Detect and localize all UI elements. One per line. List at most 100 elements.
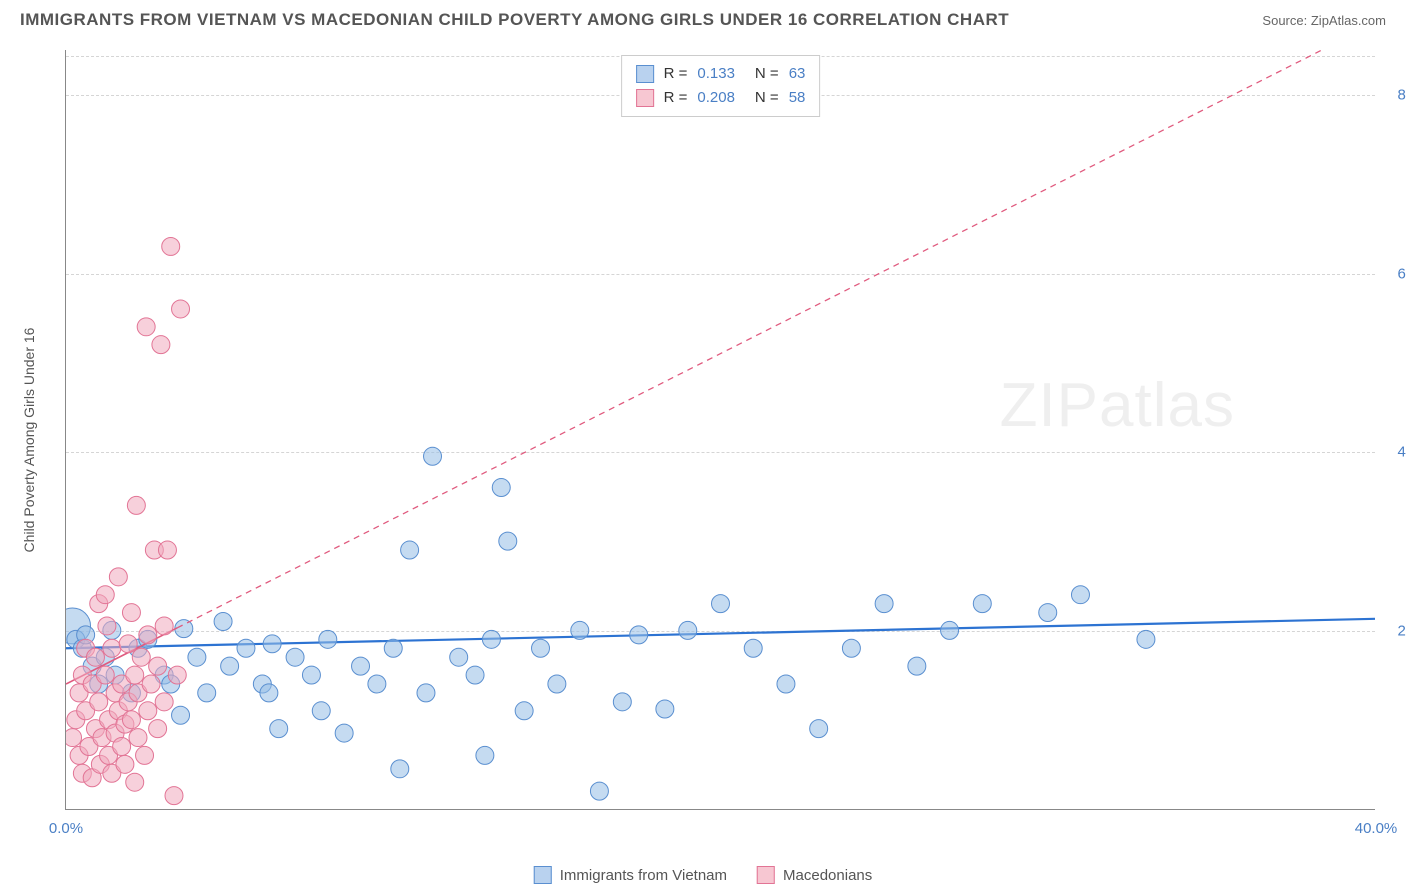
- data-point-vietnam: [476, 746, 494, 764]
- plot-region: ZIPatlas R =0.133N =63R =0.208N =58 0.0%…: [65, 50, 1375, 810]
- data-point-macedonians: [155, 617, 173, 635]
- data-point-vietnam: [712, 595, 730, 613]
- data-point-vietnam: [263, 635, 281, 653]
- data-point-macedonians: [162, 237, 180, 255]
- ytick-label: 60.0%: [1397, 265, 1406, 282]
- ytick-label: 80.0%: [1397, 86, 1406, 103]
- data-point-macedonians: [127, 496, 145, 514]
- data-point-vietnam: [777, 675, 795, 693]
- data-point-macedonians: [172, 300, 190, 318]
- data-point-vietnam: [842, 639, 860, 657]
- data-point-macedonians: [96, 586, 114, 604]
- data-point-macedonians: [139, 702, 157, 720]
- data-point-macedonians: [86, 648, 104, 666]
- scatter-plot-svg: [66, 50, 1375, 809]
- data-point-vietnam: [482, 630, 500, 648]
- xtick-label: 0.0%: [49, 820, 83, 837]
- data-point-vietnam: [590, 782, 608, 800]
- xtick-label: 40.0%: [1355, 820, 1398, 837]
- data-point-vietnam: [613, 693, 631, 711]
- data-point-macedonians: [119, 635, 137, 653]
- data-point-macedonians: [109, 568, 127, 586]
- data-point-macedonians: [152, 336, 170, 354]
- data-point-macedonians: [129, 729, 147, 747]
- data-point-vietnam: [492, 479, 510, 497]
- data-point-vietnam: [532, 639, 550, 657]
- legend-swatch: [636, 89, 654, 107]
- data-point-vietnam: [744, 639, 762, 657]
- trendline-macedonians-projection: [177, 50, 1375, 628]
- data-point-macedonians: [137, 318, 155, 336]
- legend-swatch: [534, 866, 552, 884]
- data-point-macedonians: [149, 720, 167, 738]
- data-point-vietnam: [450, 648, 468, 666]
- data-point-macedonians: [98, 617, 116, 635]
- data-point-vietnam: [1137, 630, 1155, 648]
- legend-swatch: [757, 866, 775, 884]
- legend-series: Immigrants from Vietnam Macedonians: [534, 866, 873, 884]
- data-point-macedonians: [96, 666, 114, 684]
- data-point-vietnam: [401, 541, 419, 559]
- trendline-vietnam: [66, 619, 1375, 648]
- legend-series-item: Macedonians: [757, 866, 872, 884]
- data-point-vietnam: [335, 724, 353, 742]
- legend-r-label: R =: [664, 86, 688, 110]
- data-point-vietnam: [319, 630, 337, 648]
- legend-n-value: 58: [789, 86, 806, 110]
- legend-swatch: [636, 65, 654, 83]
- legend-r-value: 0.208: [697, 86, 735, 110]
- data-point-macedonians: [139, 626, 157, 644]
- data-point-vietnam: [312, 702, 330, 720]
- data-point-macedonians: [136, 746, 154, 764]
- legend-series-label: Macedonians: [783, 867, 872, 884]
- data-point-vietnam: [391, 760, 409, 778]
- legend-n-label: N =: [755, 86, 779, 110]
- data-point-vietnam: [302, 666, 320, 684]
- data-point-vietnam: [875, 595, 893, 613]
- data-point-vietnam: [810, 720, 828, 738]
- chart-title: IMMIGRANTS FROM VIETNAM VS MACEDONIAN CH…: [20, 10, 1009, 30]
- data-point-macedonians: [122, 711, 140, 729]
- data-point-macedonians: [132, 648, 150, 666]
- data-point-vietnam: [352, 657, 370, 675]
- data-point-vietnam: [1039, 604, 1057, 622]
- data-point-vietnam: [571, 621, 589, 639]
- ytick-label: 40.0%: [1397, 444, 1406, 461]
- data-point-macedonians: [165, 787, 183, 805]
- data-point-vietnam: [237, 639, 255, 657]
- data-point-vietnam: [417, 684, 435, 702]
- data-point-vietnam: [908, 657, 926, 675]
- legend-r-label: R =: [664, 62, 688, 86]
- data-point-vietnam: [172, 706, 190, 724]
- source-name: ZipAtlas.com: [1311, 13, 1386, 28]
- data-point-vietnam: [656, 700, 674, 718]
- legend-n-value: 63: [789, 62, 806, 86]
- data-point-vietnam: [260, 684, 278, 702]
- data-point-macedonians: [66, 729, 82, 747]
- ytick-label: 20.0%: [1397, 623, 1406, 640]
- data-point-vietnam: [368, 675, 386, 693]
- data-point-macedonians: [158, 541, 176, 559]
- data-point-vietnam: [679, 621, 697, 639]
- data-point-macedonians: [103, 639, 121, 657]
- data-point-vietnam: [499, 532, 517, 550]
- legend-row: R = 0.208 N = 58: [636, 86, 806, 110]
- data-point-vietnam: [424, 447, 442, 465]
- data-point-vietnam: [270, 720, 288, 738]
- legend-series-label: Immigrants from Vietnam: [560, 867, 727, 884]
- data-point-macedonians: [155, 693, 173, 711]
- data-point-macedonians: [149, 657, 167, 675]
- data-point-vietnam: [198, 684, 216, 702]
- data-point-macedonians: [126, 666, 144, 684]
- data-point-vietnam: [221, 657, 239, 675]
- data-point-vietnam: [175, 620, 193, 638]
- data-point-macedonians: [142, 675, 160, 693]
- data-point-macedonians: [122, 604, 140, 622]
- data-point-vietnam: [286, 648, 304, 666]
- data-point-vietnam: [214, 612, 232, 630]
- data-point-vietnam: [941, 621, 959, 639]
- data-point-macedonians: [168, 666, 186, 684]
- legend-row: R =0.133N =63: [636, 62, 806, 86]
- data-point-vietnam: [466, 666, 484, 684]
- data-point-macedonians: [90, 693, 108, 711]
